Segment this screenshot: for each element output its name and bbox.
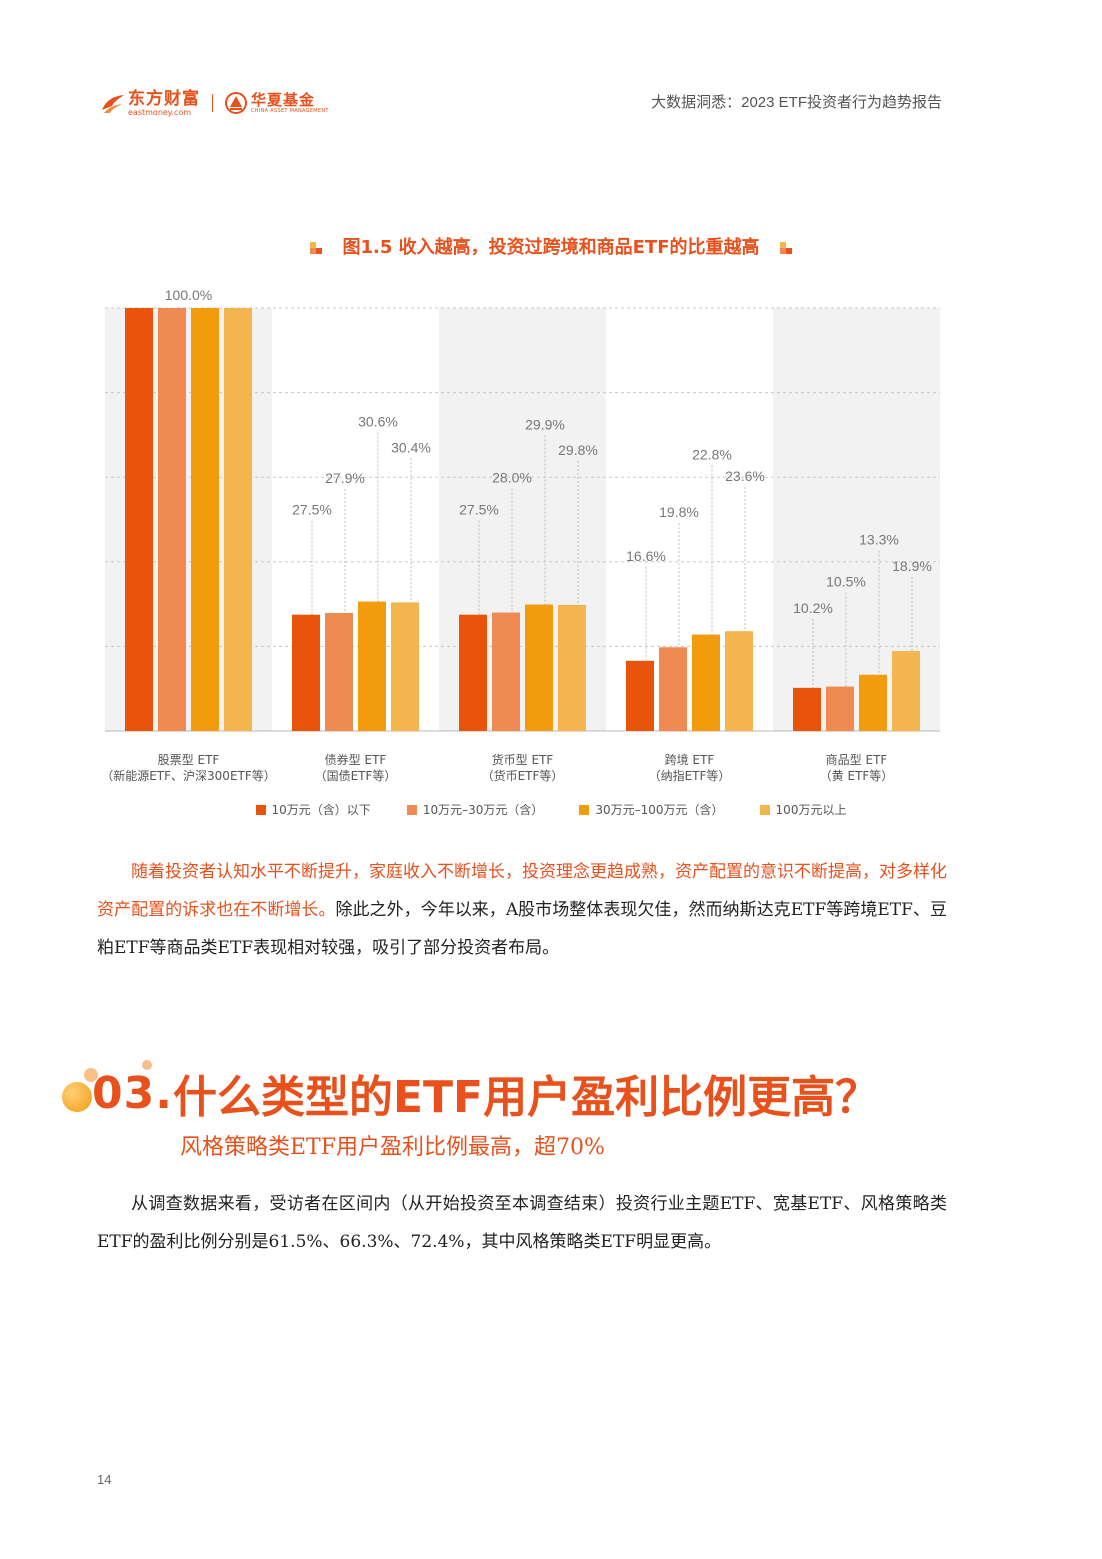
legend-item: 10万元–30万元（含） [406,801,544,818]
legend-swatch [406,804,417,815]
bar [224,308,252,731]
category-sublabel: （货币ETF等） [482,768,564,783]
paragraph-rest: 除此之外，今年以来，A股市场整体表现欠佳，然而纳斯达克ETF等跨境ETF、豆粕E… [97,900,947,958]
chart-title: 图1.5 收入越高，投资过跨境和商品ETF的比重越高 [342,237,760,258]
eastmoney-logo-icon [102,95,124,113]
data-label: 27.5% [292,502,332,518]
section-heading: 03. 什么类型的ETF用户盈利比例更高？ [92,1058,879,1128]
chinaamc-logo-en: CHINA ASSET MANAGEMENT [251,107,329,114]
bar [892,651,920,731]
data-label: 10.2% [793,600,833,616]
bar [626,660,654,731]
data-label: 16.6% [626,548,666,564]
logo-divider [212,94,213,112]
data-label: 29.8% [558,442,598,458]
legend-item: 30万元–100万元（含） [579,801,724,818]
chart-legend: 10万元（含）以下 10万元–30万元（含） 30万元–100万元（含） 100万元以… [0,801,1102,818]
bar [725,631,753,731]
chinaamc-logo-text: 华夏基金 [251,90,316,109]
legend-swatch [579,804,590,815]
section-bubbles [62,1058,162,1128]
legend-item: 100万元以上 [759,801,847,818]
legend-label: 30万元–100万元（含） [595,803,724,817]
title-decoration-right-icon [779,242,792,254]
legend-swatch [255,804,266,815]
bar [391,602,419,731]
bar [826,686,854,731]
data-label: 23.6% [725,468,765,484]
data-label: 13.3% [859,532,899,548]
bar [191,308,219,731]
data-label: 10.5% [826,574,866,590]
data-label: 27.9% [325,470,365,486]
data-label: 18.9% [892,558,932,574]
legend-swatch [759,804,770,815]
data-label: 28.0% [492,470,532,486]
bubble-tiny-icon [142,1060,152,1070]
category-label: 跨境 ETF [665,752,715,767]
chinaamc-logo-icon [225,92,247,114]
title-decoration-left-icon [310,242,323,254]
data-label: 29.9% [525,417,565,433]
data-label: 27.5% [459,502,499,518]
category-label: 债券型 ETF [325,752,387,767]
legend-label: 10万元（含）以下 [271,803,371,817]
chinaamc-logo: 华夏基金 CHINA ASSET MANAGEMENT [225,92,329,115]
data-label: 30.6% [358,414,398,430]
paragraph-survey: 从调查数据来看，受访者在区间内（从开始投资至本调查结束）投资行业主题ETF、宽基… [97,1194,947,1252]
eastmoney-logo: 东方财富 eastmoney.com [100,90,200,117]
bar [692,634,720,731]
legend-item: 10万元（含）以下 [255,801,371,818]
bar [125,308,153,731]
category-sublabel: （纳指ETF等） [649,768,731,783]
category-label: 货币型 ETF [492,752,554,767]
eastmoney-logo-domain: eastmoney.com [128,107,192,117]
bar [492,612,520,731]
chart-title-row: 图1.5 收入越高，投资过跨境和商品ETF的比重越高 [0,233,1102,259]
bar [558,604,586,731]
category-sublabel: （新能源ETF、沪深300ETF等） [101,768,276,783]
paragraph-highlight: 随着投资者认知水平不断提升，家庭收入不断增长，投资理念更趋成熟，资产配置的意识不… [97,862,947,920]
category-label: 商品型 ETF [826,752,888,767]
header-logos: 东方财富 eastmoney.com 华夏基金 CHINA ASSET MANA… [100,88,329,118]
section-subtitle: 风格策略类ETF用户盈利比例最高，超70% [180,1135,605,1160]
bar [859,674,887,731]
bar [292,614,320,731]
data-label: 30.4% [391,439,431,455]
bar-chart: 100.0% 股票型 ETF（新能源ETF、沪深300ETF等） 27.5% 27.9… [101,287,940,783]
bar [325,612,353,731]
category-sublabel: （黄 ETF等） [820,769,894,783]
legend-label: 10万元–30万元（含） [422,803,544,817]
data-label: 19.8% [659,504,699,520]
bar [358,601,386,731]
section-number: 03. [92,1067,173,1119]
bar [659,647,687,731]
legend-label: 100万元以上 [775,803,847,817]
report-title: 大数据洞悉：2023 ETF投资者行为趋势报告 [651,94,942,111]
bubble-decoration-icon [62,1082,92,1112]
category-sublabel: （国债ETF等） [315,769,397,783]
bar [525,604,553,731]
paragraph-income-trend: 随着投资者认知水平不断提升，家庭收入不断增长，投资理念更趋成熟，资产配置的意识不… [97,853,947,967]
data-label: 100.0% [165,287,212,303]
bar [793,687,821,731]
category-label: 股票型 ETF [158,753,220,767]
bubble-small-icon [84,1068,98,1082]
page-number: 14 [97,1472,112,1487]
bar [459,614,487,731]
eastmoney-logo-text: 东方财富 [128,88,200,109]
data-label: 22.8% [692,447,732,463]
section-title: 什么类型的ETF用户盈利比例更高？ [172,1072,880,1123]
bar [158,308,186,731]
